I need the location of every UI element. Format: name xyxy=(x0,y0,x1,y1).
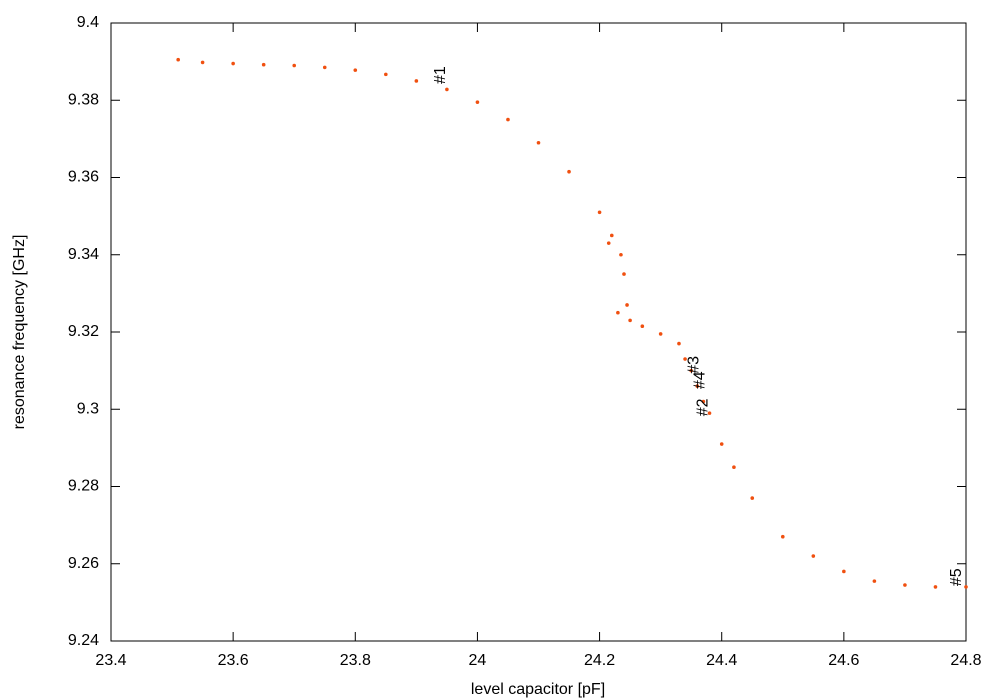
point xyxy=(695,384,700,388)
point xyxy=(903,583,907,587)
point xyxy=(619,252,623,257)
point xyxy=(414,79,419,83)
point xyxy=(750,496,755,500)
point xyxy=(780,534,785,539)
point xyxy=(658,332,663,336)
point xyxy=(475,100,480,104)
point xyxy=(689,368,693,373)
point xyxy=(322,65,327,70)
point xyxy=(506,117,510,122)
point xyxy=(597,210,602,215)
x-tick-label: 24.6 xyxy=(828,652,859,669)
annotation: #2 xyxy=(695,398,712,416)
point xyxy=(842,569,846,574)
point xyxy=(628,318,632,323)
point xyxy=(292,63,297,68)
point xyxy=(616,310,620,315)
y-tick-label: 9.28 xyxy=(68,478,99,495)
x-tick-label: 23.8 xyxy=(340,652,371,669)
point xyxy=(872,579,877,583)
y-tick-label: 9.36 xyxy=(68,169,99,186)
point xyxy=(231,61,235,66)
point xyxy=(606,241,611,245)
y-tick-label: 9.34 xyxy=(68,246,99,263)
point xyxy=(261,62,266,67)
x-tick-label: 24.2 xyxy=(584,652,615,669)
annotation: #4 xyxy=(692,371,709,389)
point xyxy=(701,399,706,404)
y-tick-label: 9.38 xyxy=(68,91,99,108)
annotation: #5 xyxy=(948,568,965,586)
point xyxy=(200,60,205,65)
point xyxy=(677,341,681,346)
point xyxy=(536,140,541,145)
point xyxy=(625,303,629,307)
x-axis-label: level capacitor [pF] xyxy=(471,681,605,698)
point xyxy=(384,72,388,77)
point xyxy=(732,465,736,469)
point xyxy=(609,233,614,238)
y-tick-label: 9.32 xyxy=(68,323,99,340)
x-tick-label: 24.8 xyxy=(950,652,981,669)
y-tick-label: 9.26 xyxy=(68,555,99,572)
x-tick-label: 24.4 xyxy=(706,652,737,669)
annotation: #3 xyxy=(685,356,702,374)
point xyxy=(933,585,938,589)
point xyxy=(719,442,724,446)
point xyxy=(176,57,180,62)
y-axis-label: resonance frequency [GHz] xyxy=(11,235,28,430)
x-tick-label: 24 xyxy=(469,652,487,669)
point xyxy=(683,357,687,361)
x-tick-label: 23.6 xyxy=(218,652,249,669)
point xyxy=(622,272,626,276)
point xyxy=(707,411,712,415)
y-tick-label: 9.4 xyxy=(77,14,99,31)
y-tick-label: 9.24 xyxy=(68,632,99,649)
point xyxy=(353,68,358,72)
point xyxy=(567,169,571,174)
y-tick-label: 9.3 xyxy=(77,400,99,417)
point xyxy=(964,585,968,589)
plot-frame xyxy=(110,22,967,642)
annotation: #1 xyxy=(432,66,449,84)
x-tick-label: 23.4 xyxy=(95,652,126,669)
point xyxy=(445,87,449,92)
point xyxy=(811,554,816,558)
point xyxy=(640,324,645,329)
